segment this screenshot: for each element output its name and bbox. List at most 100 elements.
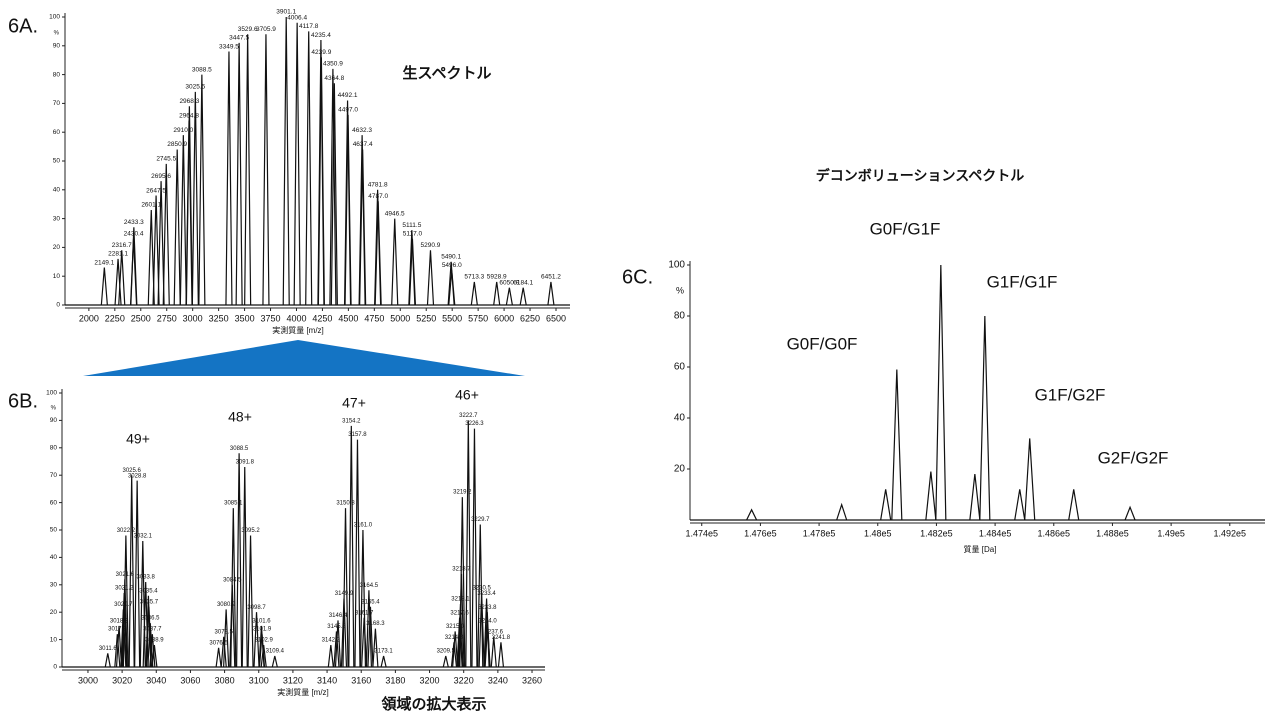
x-tick-label: 3260 <box>522 675 542 685</box>
peak <box>493 281 501 306</box>
x-tick-label: 2000 <box>79 313 99 323</box>
chart-title: デコンボリューションスペクトル <box>816 168 1024 184</box>
peak-label: 3229.7 <box>471 517 490 523</box>
y-tick-label: 70 <box>53 100 61 107</box>
peak-label: 4117.8 <box>299 23 319 30</box>
annotation: G0F/G0F <box>787 334 858 353</box>
peak <box>305 31 313 306</box>
peak <box>1068 489 1080 521</box>
peak-label: 3095.2 <box>241 528 260 534</box>
x-tick-label: 1.492e5 <box>1214 528 1247 538</box>
x-tick-label: 4250 <box>312 313 332 323</box>
peak <box>408 238 417 306</box>
y-tick-label: 70 <box>50 472 58 479</box>
peak-label: 3098.7 <box>247 605 266 611</box>
peak-label: 3447.5 <box>229 35 249 42</box>
peak <box>134 480 141 668</box>
peak-label: 2968.3 <box>179 98 199 105</box>
peak-label: 4492.1 <box>338 92 358 99</box>
peak-label: 4946.5 <box>385 210 405 217</box>
y-tick-label: 60 <box>50 499 58 506</box>
peak <box>262 34 270 306</box>
peak <box>374 201 382 306</box>
peak-label: 3154.2 <box>342 418 361 424</box>
y-tick-label: 50 <box>53 158 61 165</box>
annotation: G0F/G1F <box>870 219 941 238</box>
peak-label: 5713.3 <box>464 274 484 281</box>
y-tick-label: 40 <box>50 554 58 561</box>
peak-label: 4239.9 <box>311 49 331 56</box>
peak <box>505 287 513 306</box>
peak-label: 4781.8 <box>368 182 388 189</box>
peak <box>344 114 352 306</box>
x-tick-label: 3000 <box>183 313 203 323</box>
peak <box>380 655 387 668</box>
zoom-triangle <box>83 340 525 376</box>
peak <box>361 617 368 668</box>
peak <box>452 631 459 668</box>
peak-label: 3209.5 <box>437 649 456 655</box>
y-axis-label: % <box>51 406 57 412</box>
peak-label: 4235.4 <box>311 32 331 39</box>
x-tick-label: 3750 <box>261 313 281 323</box>
peak-label: 3088.5 <box>192 66 212 73</box>
x-tick-label: 5250 <box>416 313 436 323</box>
x-tick-label: 5750 <box>468 313 488 323</box>
peak <box>149 634 156 668</box>
peak-label: 3017.2 <box>108 627 127 633</box>
y-tick-label: 20 <box>674 464 686 475</box>
peak <box>185 106 193 306</box>
peak <box>333 631 340 668</box>
peak <box>122 535 129 668</box>
x-tick-label: 6000 <box>494 313 514 323</box>
peak-label: 4364.8 <box>324 75 344 82</box>
y-tick-label: 80 <box>53 71 61 78</box>
x-tick-label: 3160 <box>351 675 371 685</box>
peak-label: 3705.9 <box>256 26 276 33</box>
x-tick-label: 1.474e5 <box>685 528 718 538</box>
peak <box>880 489 892 521</box>
peak <box>215 647 222 668</box>
peak <box>118 250 126 306</box>
annotation: 46+ <box>455 387 479 403</box>
y-tick-label: 40 <box>53 187 61 194</box>
chart-title: 生スペクトル <box>403 64 492 82</box>
peak <box>935 264 947 521</box>
peak-label: 3102.9 <box>255 638 274 644</box>
x-tick-label: 3040 <box>146 675 166 685</box>
peak-label: 5490.1 <box>441 254 461 261</box>
x-tick-label: 1.484e5 <box>979 528 1012 538</box>
peak <box>235 42 243 306</box>
x-tick-label: 3080 <box>215 675 235 685</box>
peak <box>247 535 254 668</box>
peak-label: 3146.4 <box>329 613 348 619</box>
y-tick-label: 90 <box>50 417 58 424</box>
x-tick-label: 2250 <box>105 313 125 323</box>
peak-label: 6184.1 <box>513 279 533 286</box>
peak <box>241 466 248 668</box>
peak <box>979 315 991 521</box>
peak <box>342 508 349 668</box>
peak-label: 3079.5 <box>215 629 234 635</box>
peak <box>372 628 379 668</box>
peak-label: 3036.5 <box>141 616 160 622</box>
peak-label: 4006.4 <box>287 14 307 21</box>
peak-label: 6050.9 <box>499 279 519 286</box>
peak-label: 3241.8 <box>492 635 511 641</box>
y-tick-label: 50 <box>50 527 58 534</box>
peak-label: 5496.0 <box>442 262 462 269</box>
x-tick-label: 3100 <box>249 675 269 685</box>
peak-label: 3101.6 <box>252 618 271 624</box>
x-tick-label: 1.482e5 <box>920 528 953 538</box>
peak-label: 3025.6 <box>123 468 142 474</box>
peak <box>891 369 903 521</box>
peak <box>128 475 135 668</box>
peak-label: 2281.1 <box>108 251 128 258</box>
peak-label: 4497.0 <box>338 107 358 114</box>
x-tick-label: 4750 <box>364 313 384 323</box>
peak-label: 3088.5 <box>230 446 249 452</box>
peak-label: 3150.8 <box>336 501 355 507</box>
peak <box>459 497 466 668</box>
panel-label: 6A. <box>8 15 38 37</box>
peak <box>448 270 456 306</box>
